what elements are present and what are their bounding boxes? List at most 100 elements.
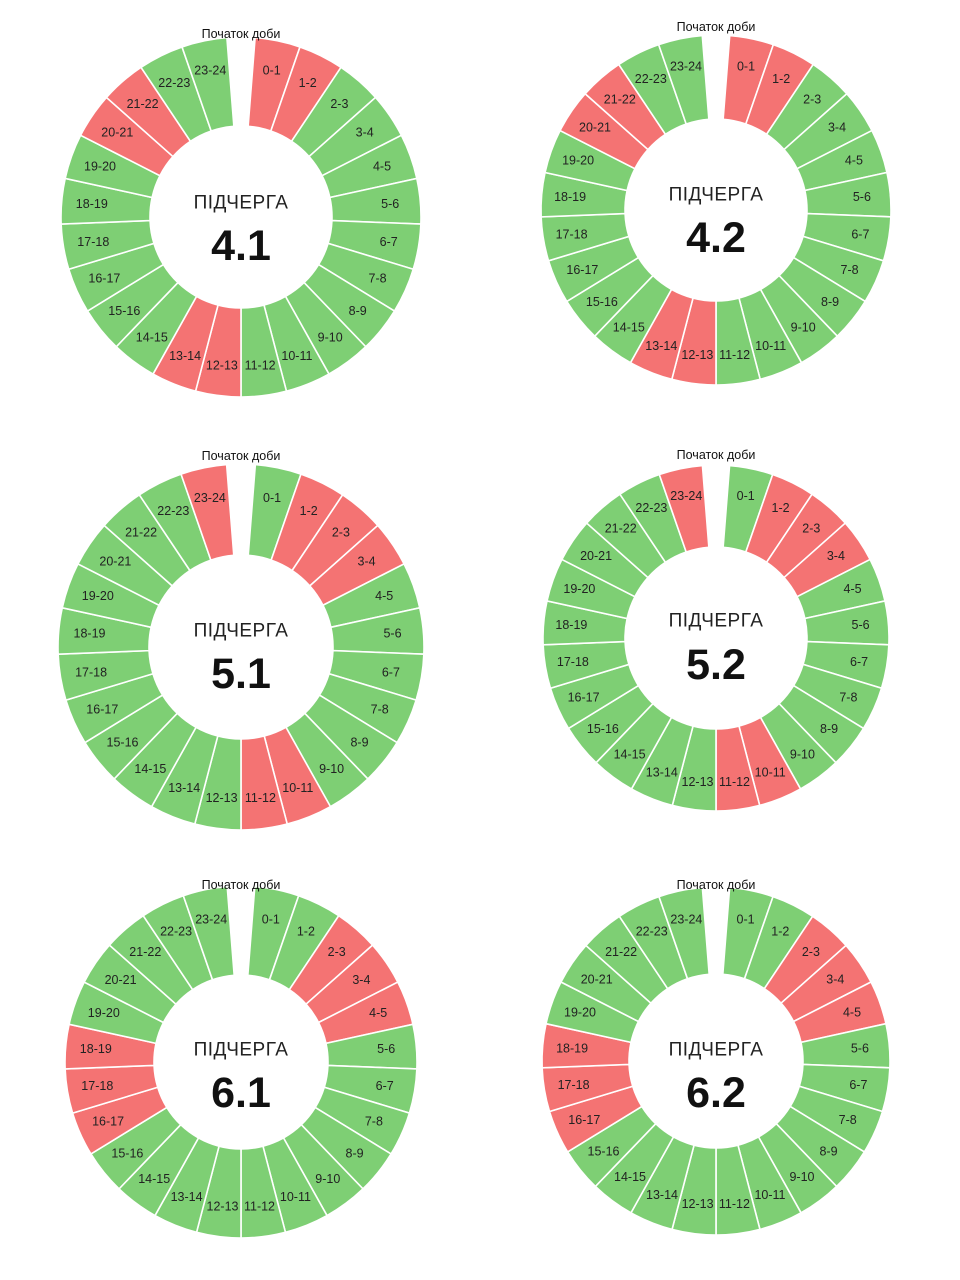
hour-label: 7-8 xyxy=(369,271,387,285)
queue-word: ПІДЧЕРГА xyxy=(194,193,289,214)
hour-label: 23-24 xyxy=(670,913,702,927)
hour-label: 6-7 xyxy=(376,1079,394,1093)
hour-label: 15-16 xyxy=(107,735,139,749)
hour-label: 3-4 xyxy=(826,973,844,987)
hour-label: 17-18 xyxy=(75,665,107,679)
hour-label: 1-2 xyxy=(772,72,790,86)
hour-label: 7-8 xyxy=(371,702,389,716)
hour-label: 23-24 xyxy=(194,491,226,505)
hour-label: 0-1 xyxy=(737,489,755,503)
hour-label: 16-17 xyxy=(568,1113,600,1127)
hour-label: 3-4 xyxy=(827,549,845,563)
hour-label: 15-16 xyxy=(586,295,618,309)
hour-label: 4-5 xyxy=(845,154,863,168)
queue-number: 6.1 xyxy=(211,1069,271,1117)
hour-segment-23-24 xyxy=(182,885,236,981)
hour-label: 4-5 xyxy=(844,582,862,596)
hour-label: 9-10 xyxy=(789,1170,814,1184)
hour-label: 6-7 xyxy=(851,227,869,241)
hour-label: 8-9 xyxy=(819,1145,837,1159)
hour-label: 2-3 xyxy=(328,945,346,959)
hour-label: 12-13 xyxy=(206,791,238,805)
hour-label: 5-6 xyxy=(852,618,870,632)
hour-label: 20-21 xyxy=(580,549,612,563)
hour-label: 19-20 xyxy=(84,160,116,174)
hour-label: 19-20 xyxy=(88,1006,120,1020)
hour-label: 22-23 xyxy=(636,925,668,939)
queue-number: 5.1 xyxy=(211,650,271,698)
hour-label: 11-12 xyxy=(719,775,750,789)
hour-label: 23-24 xyxy=(670,489,702,503)
hour-label: 5-6 xyxy=(377,1042,395,1056)
hour-label: 2-3 xyxy=(802,945,820,959)
hour-label: 1-2 xyxy=(771,925,789,939)
hour-label: 17-18 xyxy=(557,655,589,669)
hour-label: 21-22 xyxy=(604,93,636,107)
hour-label: 6-7 xyxy=(380,235,398,249)
hour-label: 20-21 xyxy=(581,973,613,987)
schedule-ring-5-2: 0-1 1-2 2-3 3-4 4-5 5-6 6-7 7-8 8-9 9-10 10-11 11-1… xyxy=(542,448,890,812)
hour-label: 22-23 xyxy=(158,76,190,90)
hour-label: 13-14 xyxy=(646,766,678,780)
hour-label: 14-15 xyxy=(138,1172,170,1186)
hour-label: 11-12 xyxy=(719,348,750,362)
hour-label: 22-23 xyxy=(635,501,667,515)
hour-segment-23-24 xyxy=(180,463,235,562)
hour-label: 0-1 xyxy=(262,912,280,926)
hour-label: 16-17 xyxy=(92,1115,124,1129)
hour-label: 6-7 xyxy=(382,665,400,679)
hour-label: 9-10 xyxy=(319,762,344,776)
hour-label: 21-22 xyxy=(129,945,161,959)
hour-label: 11-12 xyxy=(245,359,276,373)
schedule-ring-6-1: 0-1 1-2 2-3 3-4 4-5 5-6 6-7 7-8 8-9 9-10 10-11 11-1… xyxy=(64,878,418,1239)
hour-label: 5-6 xyxy=(851,1041,869,1055)
hour-label: 23-24 xyxy=(670,60,702,74)
hour-label: 10-11 xyxy=(282,781,313,795)
hour-label: 13-14 xyxy=(168,781,200,795)
hour-label: 1-2 xyxy=(772,501,790,515)
schedule-ring-4-2: 0-1 1-2 2-3 3-4 4-5 5-6 6-7 7-8 8-9 9-10 10-11 11-1… xyxy=(540,20,892,386)
hour-label: 16-17 xyxy=(568,691,600,705)
hour-label: 10-11 xyxy=(280,1190,311,1204)
hour-label: 11-12 xyxy=(245,791,276,805)
hour-label: 2-3 xyxy=(330,97,348,111)
hour-label: 21-22 xyxy=(605,945,637,959)
hour-label: 6-7 xyxy=(849,1078,867,1092)
hour-label: 5-6 xyxy=(381,197,399,211)
hour-label: 10-11 xyxy=(755,339,786,353)
hour-label: 3-4 xyxy=(352,973,370,987)
hour-label: 22-23 xyxy=(635,72,667,86)
hour-label: 4-5 xyxy=(843,1005,861,1019)
hour-label: 16-17 xyxy=(86,702,118,716)
hour-label: 14-15 xyxy=(614,748,646,762)
hour-label: 12-13 xyxy=(682,1197,714,1211)
hour-label: 8-9 xyxy=(350,735,368,749)
hour-label: 15-16 xyxy=(108,304,140,318)
hour-label: 7-8 xyxy=(839,691,857,705)
hour-label: 10-11 xyxy=(281,349,312,363)
hour-segment-23-24 xyxy=(658,464,710,554)
hour-label: 0-1 xyxy=(263,63,281,77)
hour-label: 3-4 xyxy=(828,121,846,135)
hour-label: 18-19 xyxy=(555,618,587,632)
hour-label: 6-7 xyxy=(850,655,868,669)
hour-segment-23-24 xyxy=(181,36,235,133)
queue-number: 6.2 xyxy=(686,1069,746,1117)
hour-label: 3-4 xyxy=(356,126,374,140)
schedule-ring-4-1: 0-1 1-2 2-3 3-4 4-5 5-6 6-7 7-8 8-9 9-10 10-11 11-1… xyxy=(60,27,422,398)
hour-label: 4-5 xyxy=(373,160,391,174)
hour-label: 7-8 xyxy=(365,1115,383,1129)
hour-label: 13-14 xyxy=(645,339,677,353)
queue-word: ПІДЧЕРГА xyxy=(669,611,764,632)
hour-label: 12-13 xyxy=(681,348,713,362)
schedule-ring-6-2: 0-1 1-2 2-3 3-4 4-5 5-6 6-7 7-8 8-9 9-10 10-11 11-1… xyxy=(541,878,891,1236)
hour-label: 20-21 xyxy=(99,554,131,568)
hour-label: 8-9 xyxy=(820,722,838,736)
hour-label: 17-18 xyxy=(556,227,588,241)
hour-label: 4-5 xyxy=(375,589,393,603)
start-of-day-label: Початок доби xyxy=(202,878,281,892)
hour-label: 21-22 xyxy=(127,97,159,111)
schedule-ring-5-1: 0-1 1-2 2-3 3-4 4-5 5-6 6-7 7-8 8-9 9-10 10-11 11-1… xyxy=(57,449,425,831)
hour-label: 9-10 xyxy=(315,1172,340,1186)
queue-word: ПІДЧЕРГА xyxy=(669,185,764,206)
